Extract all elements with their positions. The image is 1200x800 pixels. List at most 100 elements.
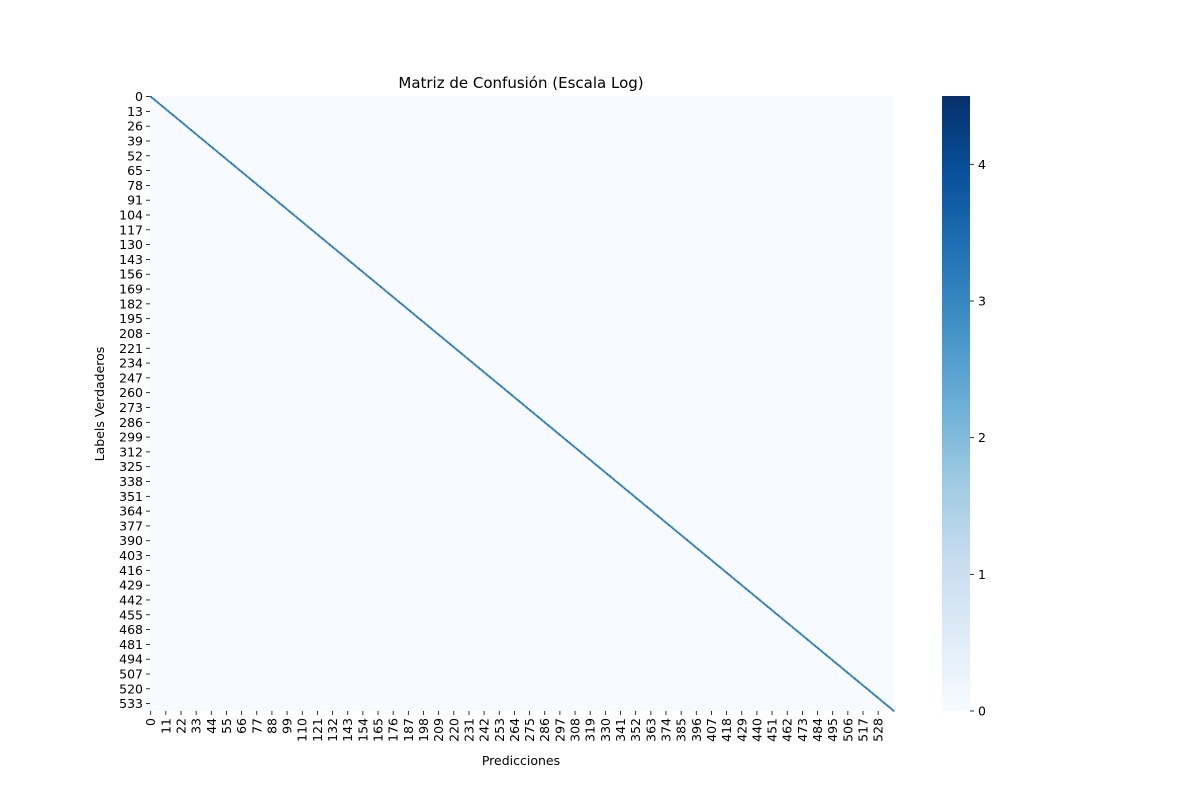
heatmap-cell-diagonal: [825, 654, 828, 656]
heatmap-cell-diagonal: [661, 518, 664, 521]
heatmap-cell-diagonal: [670, 526, 673, 529]
heatmap-cell-diagonal: [402, 304, 405, 307]
heatmap-cell-diagonal: [490, 377, 493, 380]
heatmap-cell-diagonal: [378, 285, 381, 287]
heatmap-cell-diagonal: [567, 441, 570, 443]
heatmap-cell-diagonal: [366, 274, 369, 277]
heatmap-cell-diagonal: [200, 138, 203, 140]
heatmap-cell-diagonal: [647, 507, 650, 509]
y-tick-label: 130: [119, 237, 143, 252]
x-tick-label: 440: [749, 718, 764, 742]
heatmap-cell-diagonal: [618, 483, 621, 485]
heatmap-cell-diagonal: [267, 192, 270, 195]
heatmap-cell-diagonal: [779, 616, 782, 619]
heatmap-cell-diagonal: [396, 299, 399, 302]
heatmap-cell-diagonal: [231, 163, 234, 165]
x-tick-label: 77: [249, 718, 264, 734]
heatmap-cell-diagonal: [256, 183, 259, 186]
heatmap-cell-diagonal: [480, 369, 483, 372]
heatmap-cell-diagonal: [732, 577, 735, 580]
heatmap-cell-diagonal: [685, 539, 688, 541]
heatmap-cell-diagonal: [177, 118, 180, 121]
heatmap-cell-diagonal: [596, 465, 599, 467]
heatmap-cell-diagonal: [680, 534, 683, 537]
x-tick-label: 22: [174, 718, 189, 734]
heatmap-cell-diagonal: [742, 585, 745, 588]
heatmap-cell-diagonal: [639, 500, 642, 503]
heatmap-cell-diagonal: [756, 597, 759, 599]
heatmap-cell-diagonal: [665, 521, 668, 524]
heatmap-cell-diagonal: [322, 238, 325, 241]
x-tick-label: 429: [734, 718, 749, 742]
x-tick-label: 407: [704, 718, 719, 742]
heatmap-cell-diagonal: [804, 636, 807, 639]
heatmap-cell-diagonal: [698, 549, 701, 552]
heatmap-cell-diagonal: [510, 394, 513, 397]
heatmap-cell-diagonal: [517, 400, 520, 402]
x-tick-label: 33: [189, 718, 204, 734]
heatmap-cell-diagonal: [465, 356, 468, 359]
heatmap-cell-diagonal: [272, 197, 275, 200]
x-tick-label: 143: [340, 718, 355, 742]
heatmap-cell-diagonal: [165, 108, 168, 111]
heatmap-cell-diagonal: [816, 647, 819, 649]
heatmap-cell-diagonal: [546, 424, 549, 426]
heatmap-cell-diagonal: [290, 212, 293, 214]
colorbar-gradient: [942, 96, 970, 711]
heatmap-cell-diagonal: [564, 438, 567, 441]
heatmap-cell-diagonal: [743, 586, 746, 589]
y-tick-label: 117: [119, 222, 143, 237]
colorbar-tick-label: 2: [978, 430, 986, 445]
heatmap-cell-diagonal: [834, 662, 837, 664]
heatmap-cell-diagonal: [333, 247, 336, 250]
heatmap-cell-diagonal: [420, 319, 423, 321]
heatmap-cell-diagonal: [232, 164, 235, 167]
heatmap-cell-diagonal: [454, 347, 457, 350]
heatmap-cell-diagonal: [268, 193, 271, 196]
heatmap-cell-diagonal: [862, 684, 865, 687]
heatmap-cell-diagonal: [502, 387, 505, 390]
heatmap-cell-diagonal: [178, 119, 181, 122]
heatmap-cell-diagonal: [265, 191, 268, 194]
heatmap-cell-diagonal: [464, 355, 467, 358]
heatmap-cell-diagonal: [380, 286, 383, 288]
heatmap-cell-diagonal: [725, 572, 728, 574]
heatmap-cell-diagonal: [166, 109, 169, 112]
heatmap-cell-diagonal: [406, 307, 409, 310]
heatmap-cell-diagonal: [446, 340, 449, 343]
heatmap-cell-diagonal: [455, 348, 458, 351]
heatmap-cell-diagonal: [603, 470, 606, 473]
heatmap-cell-diagonal: [854, 677, 857, 680]
heatmap-cell-diagonal: [239, 170, 242, 172]
heatmap-cell-diagonal: [488, 376, 491, 378]
x-tick-label: 352: [628, 718, 643, 742]
heatmap-cell-diagonal: [860, 683, 863, 686]
y-tick-label: 481: [119, 637, 143, 652]
heatmap-cell-diagonal: [437, 334, 440, 336]
heatmap-cell-diagonal: [504, 388, 507, 391]
heatmap-cell-diagonal: [541, 419, 544, 422]
x-tick-label: 55: [219, 718, 234, 734]
heatmap-cell-diagonal: [713, 561, 716, 564]
x-tick-label: 495: [825, 718, 840, 742]
heatmap-cell-diagonal: [876, 696, 879, 698]
heatmap-cell-diagonal: [734, 578, 737, 581]
heatmap-cell-diagonal: [654, 512, 657, 515]
heatmap-cell-diagonal: [235, 166, 238, 169]
heatmap-cell-diagonal: [162, 106, 165, 108]
y-tick-label: 351: [119, 489, 143, 504]
heatmap-cell-diagonal: [724, 570, 727, 573]
heatmap-cell-diagonal: [612, 478, 615, 481]
heatmap-cell-diagonal: [167, 110, 170, 113]
heatmap-cell-diagonal: [151, 97, 154, 99]
heatmap-cell-diagonal: [384, 289, 387, 292]
heatmap-cell-diagonal: [501, 386, 504, 389]
heatmap-cell-diagonal: [342, 255, 345, 258]
heatmap-cell-diagonal: [471, 361, 473, 364]
heatmap-cell-diagonal: [614, 479, 617, 482]
heatmap-cell-diagonal: [628, 491, 631, 493]
heatmap-cell-diagonal: [838, 665, 841, 668]
heatmap-cell-diagonal: [370, 278, 373, 280]
heatmap-cell-diagonal: [433, 330, 436, 333]
heatmap-cell-diagonal: [271, 196, 274, 198]
